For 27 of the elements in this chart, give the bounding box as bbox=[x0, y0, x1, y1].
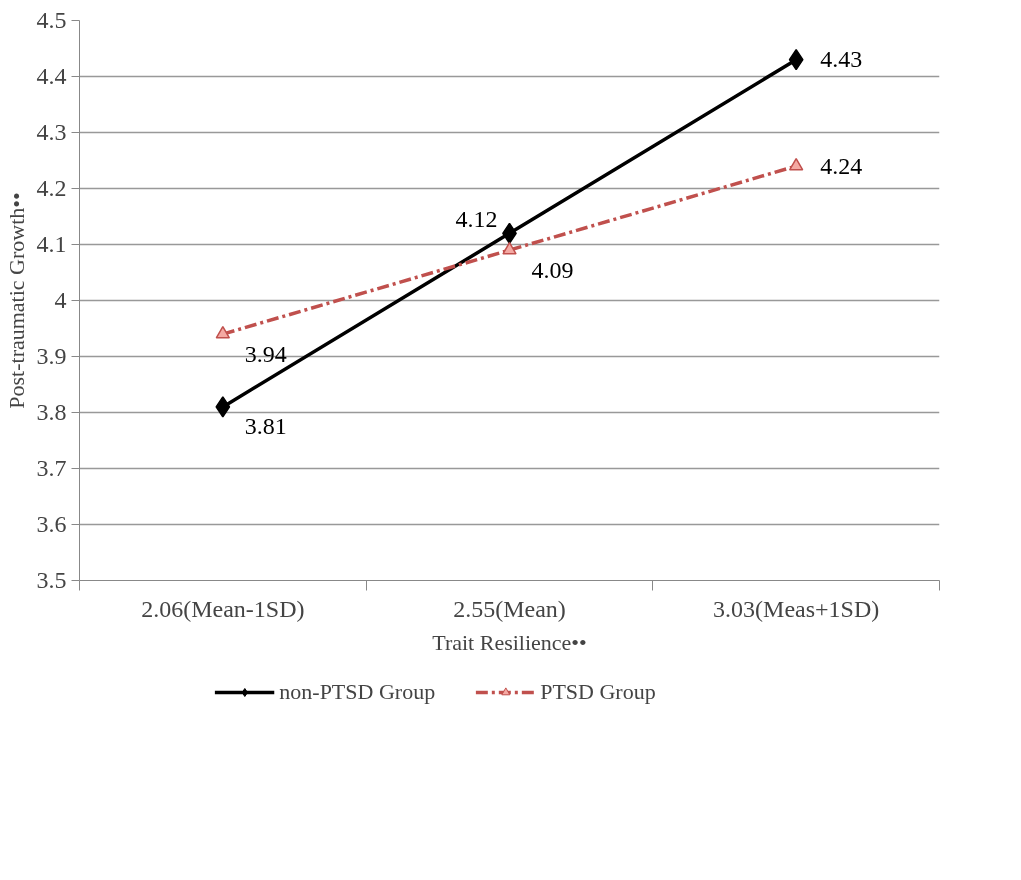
legend-label: PTSD Group bbox=[540, 679, 656, 705]
x-tick-label: 2.06(Mean-1SD) bbox=[141, 595, 305, 622]
data-label: 4.24 bbox=[820, 152, 863, 179]
y-tick-label: 3.8 bbox=[36, 399, 67, 425]
point bbox=[502, 241, 517, 255]
point bbox=[788, 157, 804, 171]
y-tick-label: 3.9 bbox=[36, 343, 67, 369]
x-tick-label: 3.03(Meas+1SD) bbox=[713, 595, 880, 622]
data-label: 4.43 bbox=[820, 46, 863, 73]
x-tick-label: 2.55(Mean) bbox=[453, 595, 566, 622]
data-label: 3.94 bbox=[244, 340, 287, 367]
y-axis-title: Post-traumatic Growth•• bbox=[3, 192, 29, 409]
y-tick-label: 4 bbox=[54, 287, 67, 313]
y-tick-label: 4.3 bbox=[36, 119, 67, 145]
data-label: 4.12 bbox=[455, 205, 498, 232]
y-tick-label: 3.6 bbox=[36, 511, 67, 537]
y-tick-label: 3.5 bbox=[36, 567, 67, 593]
legend-label: non-PTSD Group bbox=[279, 679, 436, 705]
point bbox=[215, 325, 231, 339]
y-tick-label: 4.1 bbox=[36, 231, 67, 257]
x-axis-title: Trait Resilience•• bbox=[432, 629, 587, 655]
data-label: 3.81 bbox=[244, 413, 287, 440]
y-tick-label: 3.7 bbox=[36, 455, 67, 481]
y-tick-label: 4.4 bbox=[36, 63, 67, 89]
data-label: 4.09 bbox=[531, 256, 574, 283]
y-tick-label: 4.5 bbox=[36, 7, 67, 33]
y-tick-label: 4.2 bbox=[36, 175, 67, 201]
